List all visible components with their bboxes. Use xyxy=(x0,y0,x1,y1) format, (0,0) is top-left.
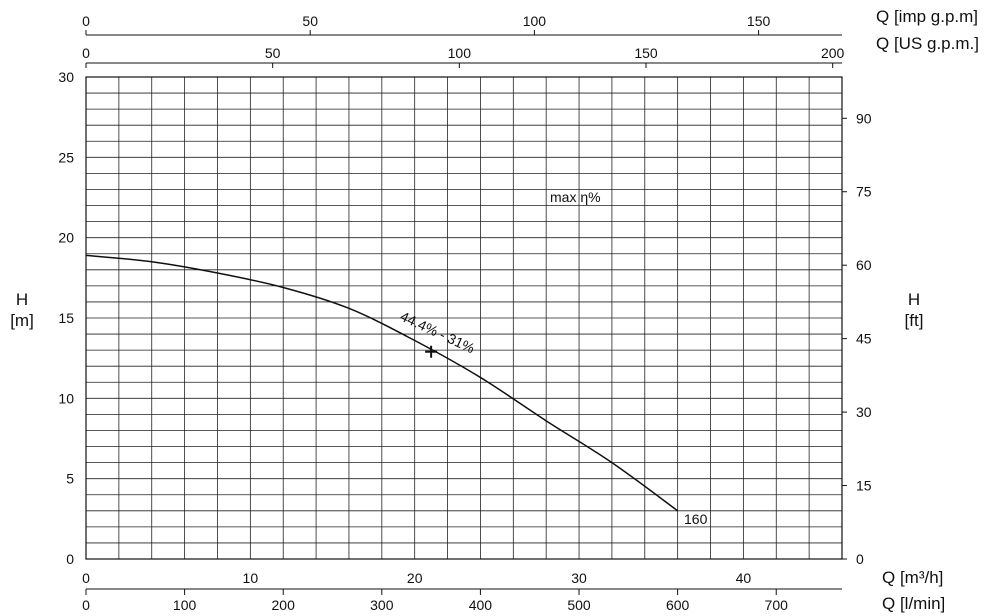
duty-point-marker xyxy=(425,345,438,358)
tick-label-top-us: 50 xyxy=(265,45,281,61)
tick-label-bottom-m3h: 30 xyxy=(571,570,587,586)
tick-label-left: 20 xyxy=(58,230,74,246)
tick-label-top-us: 100 xyxy=(448,45,472,61)
tick-label-top-us: 150 xyxy=(634,45,658,61)
right-axis-title-unit: [ft] xyxy=(905,311,924,330)
curve-label-160: 160 xyxy=(684,511,708,527)
tick-label-bottom-lmin: 500 xyxy=(567,597,591,613)
tick-label-right: 60 xyxy=(856,257,872,273)
tick-label-right: 15 xyxy=(856,478,872,494)
bottom-axis-title-m3h: Q [m³/h] xyxy=(882,568,943,587)
tick-label-right: 45 xyxy=(856,331,872,347)
left-axis-title-h: H xyxy=(16,290,28,309)
tick-label-bottom-lmin: 0 xyxy=(82,597,90,613)
grid xyxy=(86,77,842,559)
tick-label-bottom-lmin: 600 xyxy=(666,597,690,613)
tick-label-right: 0 xyxy=(856,551,864,567)
pump-curve-160 xyxy=(85,254,679,512)
tick-label-bottom-lmin: 300 xyxy=(370,597,394,613)
tick-label-left: 30 xyxy=(58,69,74,85)
tick-label-top-imp: 50 xyxy=(302,13,318,29)
tick-label-top-imp: 150 xyxy=(747,13,771,29)
left-axis-title-unit: [m] xyxy=(10,311,34,330)
right-axis-title-h: H xyxy=(908,290,920,309)
tick-label-top-us: 0 xyxy=(82,45,90,61)
tick-label-bottom-m3h: 40 xyxy=(736,570,752,586)
tick-label-bottom-m3h: 10 xyxy=(243,570,259,586)
tick-label-left: 25 xyxy=(58,149,74,165)
tick-label-bottom-lmin: 400 xyxy=(469,597,493,613)
tick-label-bottom-lmin: 100 xyxy=(173,597,197,613)
plot-frame xyxy=(85,76,843,560)
tick-label-left: 15 xyxy=(58,310,74,326)
tick-label-left: 5 xyxy=(66,471,74,487)
tick-label-bottom-lmin: 200 xyxy=(272,597,296,613)
top-axis-title-imp: Q [imp g.p.m] xyxy=(876,7,978,26)
tick-label-top-imp: 0 xyxy=(82,13,90,29)
bottom-axis-title-lmin: Q [l/min] xyxy=(882,594,945,613)
tick-label-right: 90 xyxy=(856,110,872,126)
tick-label-bottom-lmin: 700 xyxy=(765,597,789,613)
top-axis-title-us: Q [US g.p.m.] xyxy=(876,34,979,53)
tick-label-top-imp: 100 xyxy=(523,13,547,29)
tick-label-bottom-m3h: 20 xyxy=(407,570,423,586)
max-efficiency-label: max η% xyxy=(550,189,601,205)
tick-label-right: 30 xyxy=(856,404,872,420)
tick-label-top-us: 200 xyxy=(821,45,845,61)
tick-label-left: 0 xyxy=(66,551,74,567)
duty-point-label: 44.4% - 31% xyxy=(398,308,477,356)
tick-label-bottom-m3h: 0 xyxy=(82,570,90,586)
tick-label-right: 75 xyxy=(856,184,872,200)
tick-label-left: 10 xyxy=(58,390,74,406)
